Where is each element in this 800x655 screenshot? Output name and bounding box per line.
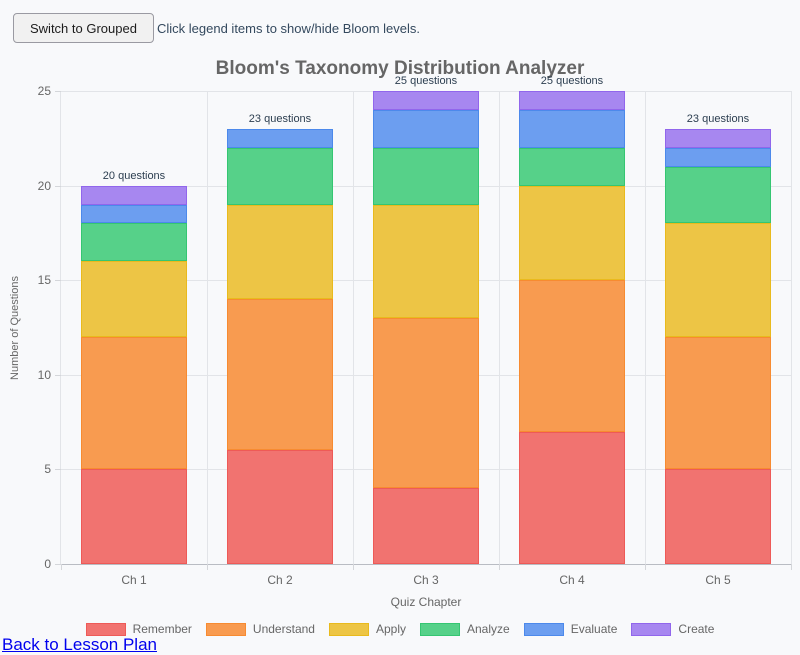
legend-swatch-evaluate bbox=[523, 622, 564, 636]
bar-segment-create[interactable] bbox=[373, 91, 479, 110]
switch-to-grouped-button[interactable]: Switch to Grouped bbox=[13, 13, 154, 43]
v-gridline bbox=[353, 91, 354, 564]
stacked-bar-ch-4[interactable] bbox=[519, 91, 625, 564]
bar-segment-evaluate[interactable] bbox=[665, 147, 771, 167]
x-tick-label: Ch 1 bbox=[121, 573, 147, 587]
x-tick-mark bbox=[791, 564, 792, 570]
y-tick-mark bbox=[55, 280, 61, 282]
y-tick-mark bbox=[55, 374, 61, 376]
bar-segment-analyze[interactable] bbox=[519, 147, 625, 186]
v-gridline bbox=[791, 91, 792, 564]
bar-segment-remember[interactable] bbox=[81, 469, 187, 564]
y-tick-label: 15 bbox=[37, 273, 51, 288]
x-axis-title: Quiz Chapter bbox=[390, 595, 462, 609]
legend-swatch-apply bbox=[328, 622, 369, 636]
stacked-bar-ch-3[interactable] bbox=[373, 91, 479, 564]
legend-swatch-analyze bbox=[420, 622, 460, 636]
bar-segment-apply[interactable] bbox=[665, 223, 771, 337]
category-slot: 23 questions Ch 5 bbox=[645, 91, 791, 587]
legend-item-understand[interactable]: Understand bbox=[205, 622, 315, 636]
legend-swatch-remember bbox=[85, 622, 126, 636]
category-slot: 25 questions Ch 4 bbox=[499, 75, 645, 587]
bar-segment-apply[interactable] bbox=[519, 185, 625, 281]
legend-label: Understand bbox=[252, 622, 315, 636]
x-tick-mark bbox=[645, 564, 646, 570]
y-tick-label: 5 bbox=[44, 462, 51, 477]
bar-total-annotation: 23 questions bbox=[248, 112, 312, 125]
y-axis-title: Number of Questions bbox=[9, 275, 21, 380]
stacked-bar-ch-5[interactable] bbox=[665, 91, 771, 564]
bar-total-annotation: 23 questions bbox=[686, 112, 750, 125]
bar-total-annotation: 20 questions bbox=[102, 169, 166, 182]
bar-segment-evaluate[interactable] bbox=[519, 109, 625, 148]
x-tick-label: Ch 3 bbox=[413, 573, 439, 587]
bar-segment-understand[interactable] bbox=[519, 280, 625, 432]
y-tick-mark bbox=[55, 469, 61, 471]
x-tick-label: Ch 5 bbox=[705, 573, 731, 587]
legend-label: Create bbox=[678, 622, 715, 636]
y-tick-label: 0 bbox=[44, 557, 51, 571]
legend-item-analyze[interactable]: Analyze bbox=[420, 622, 510, 636]
bar-segment-create[interactable] bbox=[665, 128, 771, 148]
bar-segment-remember[interactable] bbox=[373, 488, 479, 564]
x-tick-mark bbox=[207, 564, 208, 570]
category-slot: 23 questions Ch 2 bbox=[207, 91, 353, 587]
bar-segment-apply[interactable] bbox=[81, 261, 187, 337]
x-tick-mark bbox=[61, 564, 62, 570]
legend-label: Evaluate bbox=[570, 622, 618, 636]
legend-item-apply[interactable]: Apply bbox=[328, 622, 406, 636]
bar-segment-evaluate[interactable] bbox=[81, 204, 187, 224]
legend-swatch-understand bbox=[205, 622, 246, 636]
legend-label: Apply bbox=[375, 622, 406, 636]
legend-swatch-create bbox=[631, 622, 672, 636]
v-gridline bbox=[645, 91, 646, 564]
legend-label: Analyze bbox=[467, 622, 510, 636]
bar-segment-understand[interactable] bbox=[81, 336, 187, 470]
y-tick-label: 20 bbox=[37, 178, 51, 193]
category-slot: 25 questions Ch 3 bbox=[353, 75, 499, 587]
bar-segment-create[interactable] bbox=[81, 185, 187, 205]
x-tick-label: Ch 4 bbox=[559, 573, 585, 587]
x-tick-mark bbox=[353, 564, 354, 570]
legend-label: Remember bbox=[132, 622, 192, 636]
v-gridline bbox=[207, 91, 208, 564]
x-tick-mark bbox=[499, 564, 500, 570]
y-tick-mark bbox=[55, 185, 61, 187]
bar-total-annotation: 25 questions bbox=[540, 75, 604, 87]
bar-segment-analyze[interactable] bbox=[81, 223, 187, 262]
y-tick-mark bbox=[55, 91, 61, 92]
plot-area: Number of Questions Quiz Chapter 0 5 10 15 2… bbox=[9, 75, 792, 609]
legend-item-evaluate[interactable]: Evaluate bbox=[523, 622, 618, 636]
x-tick-label: Ch 2 bbox=[267, 573, 293, 587]
chart-title: Bloom's Taxonomy Distribution Analyzer bbox=[215, 58, 585, 79]
bar-segment-understand[interactable] bbox=[373, 318, 479, 489]
bar-segment-apply[interactable] bbox=[227, 204, 333, 300]
bar-segment-remember[interactable] bbox=[227, 450, 333, 564]
bar-segment-analyze[interactable] bbox=[665, 166, 771, 224]
y-tick-label: 10 bbox=[37, 367, 51, 382]
bar-segment-create[interactable] bbox=[519, 91, 625, 110]
bar-segment-evaluate[interactable] bbox=[373, 109, 479, 148]
stacked-bar-ch-2[interactable] bbox=[227, 91, 333, 564]
v-gridline bbox=[499, 91, 500, 564]
y-tick-label: 25 bbox=[37, 84, 51, 98]
stacked-bar-ch-1[interactable] bbox=[81, 91, 187, 564]
y-tick-mark bbox=[55, 564, 61, 565]
bar-segment-understand[interactable] bbox=[665, 336, 771, 470]
back-to-lesson-plan-link[interactable]: Back to Lesson Plan bbox=[2, 635, 157, 654]
legend-item-remember[interactable]: Remember bbox=[85, 622, 192, 636]
bar-segment-understand[interactable] bbox=[227, 299, 333, 451]
bar-segment-evaluate[interactable] bbox=[227, 128, 333, 148]
legend-hint-text: Click legend items to show/hide Bloom le… bbox=[157, 21, 421, 36]
bar-total-annotation: 25 questions bbox=[394, 75, 458, 87]
bar-segment-apply[interactable] bbox=[373, 204, 479, 319]
bar-segment-analyze[interactable] bbox=[373, 147, 479, 205]
bar-segment-remember[interactable] bbox=[519, 431, 625, 564]
chart-legend: Remember Understand Apply Analyze Evaluate Cr… bbox=[0, 622, 800, 636]
bar-segment-remember[interactable] bbox=[665, 469, 771, 564]
bar-segment-analyze[interactable] bbox=[227, 147, 333, 205]
category-slot: 20 questions Ch 1 bbox=[61, 91, 207, 587]
legend-item-create[interactable]: Create bbox=[631, 622, 714, 636]
